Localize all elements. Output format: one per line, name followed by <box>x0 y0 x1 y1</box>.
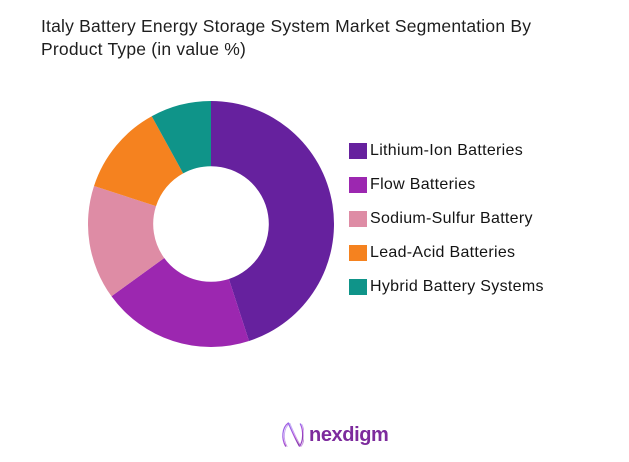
legend-item-hybrid: Hybrid Battery Systems <box>349 275 544 299</box>
chart-title: Italy Battery Energy Storage System Mark… <box>41 15 531 61</box>
legend-item-lead-acid: Lead-Acid Batteries <box>349 241 544 265</box>
legend: Lithium-Ion Batteries Flow Batteries Sod… <box>349 139 544 299</box>
legend-label-flow: Flow Batteries <box>370 176 476 193</box>
legend-item-lithium-ion: Lithium-Ion Batteries <box>349 139 544 163</box>
legend-swatch-lead-acid <box>349 245 367 261</box>
chart-title-line1: Italy Battery Energy Storage System Mark… <box>41 16 532 36</box>
donut-slice-flow-batteries <box>111 257 250 348</box>
legend-swatch-lithium-ion <box>349 143 367 159</box>
donut-chart <box>87 101 335 348</box>
donut-slice-hybrid-battery-systems <box>151 101 211 174</box>
brand-footer: nexdigm <box>280 421 389 449</box>
donut-slice-lead-acid-batteries <box>94 116 184 207</box>
chart-title-line2: Product Type (in value %) <box>41 39 247 59</box>
legend-swatch-flow <box>349 177 367 193</box>
nexdigm-wordmark: nexdigm <box>309 423 389 446</box>
legend-label-sodium-sulfur: Sodium-Sulfur Battery <box>370 210 533 227</box>
legend-label-lithium-ion: Lithium-Ion Batteries <box>370 142 524 159</box>
legend-item-sodium-sulfur: Sodium-Sulfur Battery <box>349 207 544 231</box>
legend-swatch-sodium-sulfur <box>349 211 367 227</box>
nexdigm-logo-icon <box>282 422 304 447</box>
donut-slice-lithium-ion-batteries <box>211 101 335 341</box>
legend-label-lead-acid: Lead-Acid Batteries <box>370 244 516 261</box>
legend-item-flow: Flow Batteries <box>349 173 544 197</box>
donut-slice-sodium-sulfur-battery <box>87 185 165 297</box>
legend-swatch-hybrid <box>349 279 367 295</box>
legend-label-hybrid: Hybrid Battery Systems <box>370 278 544 295</box>
donut-chart-svg <box>87 101 335 348</box>
